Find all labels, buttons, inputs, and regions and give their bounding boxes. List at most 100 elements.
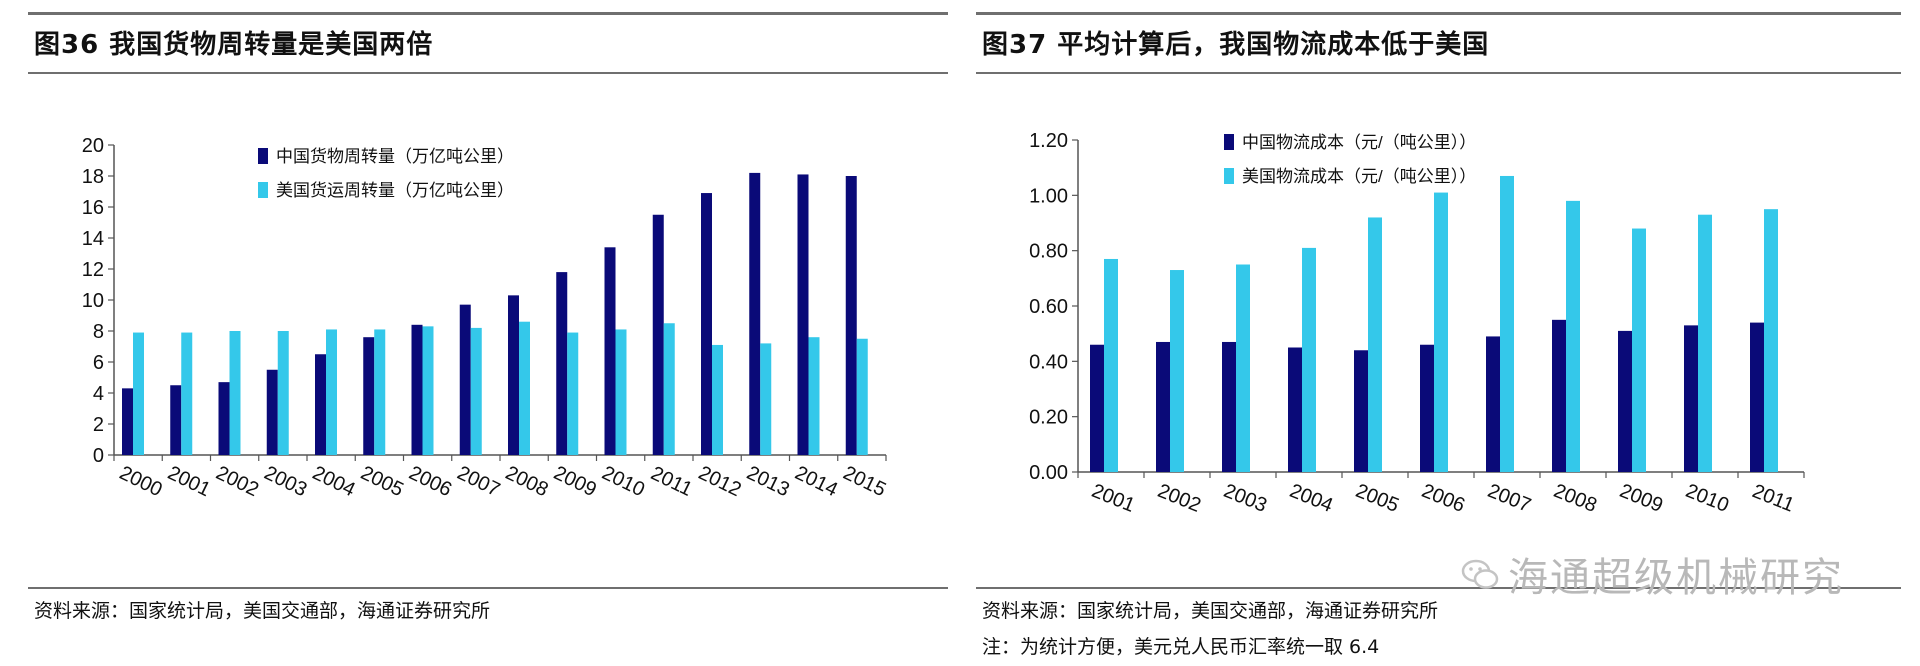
bar-china <box>459 304 471 455</box>
bar-usa <box>1500 175 1514 472</box>
y-tick-label: 12 <box>82 259 104 281</box>
legend-swatch-usa <box>258 182 268 198</box>
x-tick-label: 2014 <box>791 462 841 501</box>
y-tick-label: 14 <box>82 228 104 250</box>
y-tick-label: 18 <box>82 166 104 188</box>
bar-china <box>797 174 809 455</box>
legend-swatch-usa <box>1224 168 1234 184</box>
wechat-icon <box>1461 559 1499 589</box>
chart-title: 图37 平均计算后，我国物流成本低于美国 <box>982 30 1490 60</box>
bar-china <box>411 324 423 455</box>
bar-usa <box>1434 192 1448 473</box>
x-tick-label: 2001 <box>164 462 214 501</box>
x-tick-label: 2000 <box>116 462 166 501</box>
bar-usa <box>326 329 337 455</box>
bar-usa <box>1236 264 1250 472</box>
y-tick-label: 6 <box>93 352 104 374</box>
x-tick-label: 2008 <box>1550 480 1600 517</box>
bar-usa <box>1632 228 1646 472</box>
bar-china <box>122 388 133 455</box>
chart-title: 图36 我国货物周转量是美国两倍 <box>34 30 434 60</box>
y-tick-label: 0.00 <box>1029 462 1068 484</box>
title-rule <box>28 72 948 74</box>
y-tick-label: 0.80 <box>1029 241 1068 263</box>
bar-usa <box>1764 209 1778 472</box>
bar-china <box>1420 344 1434 472</box>
bar-usa <box>181 332 193 455</box>
source-note: 资料来源：国家统计局，美国交通部，海通证券研究所 <box>982 600 1439 622</box>
legend-label: 美国货运周转量（万亿吨公里） <box>276 181 514 200</box>
x-tick-label: 2013 <box>743 462 793 501</box>
bar-usa <box>1302 247 1316 472</box>
bar-usa <box>808 337 820 455</box>
x-tick-label: 2006 <box>405 462 455 501</box>
bar-china <box>1552 319 1566 472</box>
x-tick-label: 2007 <box>454 462 504 501</box>
x-tick-label: 2001 <box>1088 480 1138 517</box>
bar-china <box>1288 347 1302 472</box>
y-tick-label: 2 <box>93 414 104 436</box>
bar-usa <box>133 332 144 455</box>
y-tick-label: 0.60 <box>1029 296 1068 318</box>
legend-label: 中国货物周转量（万亿吨公里） <box>276 147 514 166</box>
bottom-rule <box>976 587 1901 589</box>
legend-swatch-china <box>1224 134 1234 150</box>
legend-label: 中国物流成本（元/（吨公里）） <box>1242 133 1476 152</box>
x-tick-label: 2005 <box>1352 480 1402 517</box>
bar-usa <box>1104 258 1118 472</box>
bar-china <box>1750 322 1764 472</box>
x-tick-label: 2004 <box>1286 480 1336 517</box>
y-tick-label: 1.00 <box>1029 185 1068 207</box>
bar-china <box>315 354 326 455</box>
title-rule <box>976 72 1901 74</box>
bar-usa <box>422 326 434 455</box>
bar-usa <box>567 332 579 455</box>
bar-usa <box>1566 200 1580 472</box>
freight-turnover-chart: 0246810121416182020002001200220032004200… <box>82 135 890 501</box>
right-panel: 图37 平均计算后，我国物流成本低于美国 0.00 0.20 0.40 0.60 0.8… <box>976 0 1901 666</box>
x-tick-label: 2005 <box>357 462 407 501</box>
bar-china <box>1090 344 1104 472</box>
x-tick-label: 2008 <box>502 462 552 501</box>
bar-usa <box>760 343 772 455</box>
bar-china <box>652 214 664 455</box>
y-tick-label: 0.20 <box>1029 407 1068 429</box>
x-tick-label: 2009 <box>550 462 600 501</box>
x-tick-label: 2012 <box>695 462 745 501</box>
x-tick-label: 2004 <box>309 462 359 501</box>
bar-usa <box>615 329 627 455</box>
x-tick-label: 2003 <box>261 462 311 501</box>
logistics-cost-chart: 0.00 0.20 0.40 0.60 0.80 1.00 1.20 2001 2002 2003… <box>1029 130 1805 517</box>
bar-china <box>1684 325 1698 472</box>
bar-china <box>749 172 761 455</box>
source-note: 资料来源：国家统计局，美国交通部，海通证券研究所 <box>34 600 491 622</box>
legend-label: 美国物流成本（元/（吨公里）） <box>1242 167 1476 186</box>
bar-china <box>1156 341 1170 472</box>
top-rule <box>976 12 1901 15</box>
y-tick-label: 0.40 <box>1029 351 1068 373</box>
bar-usa <box>1170 270 1184 472</box>
bar-china <box>1354 350 1368 472</box>
bar-usa <box>519 321 530 455</box>
bar-usa <box>1698 214 1712 472</box>
x-tick-label: 2007 <box>1484 480 1534 517</box>
x-tick-label: 2002 <box>1154 480 1204 517</box>
left-panel: 图36 我国货物周转量是美国两倍 0 2 4 6 8 10 12 14 16 18 20 2000 20… <box>28 0 948 666</box>
bar-china <box>266 369 278 455</box>
bar-china <box>1618 330 1632 472</box>
x-tick-label: 2009 <box>1616 480 1666 517</box>
y-tick-label: 8 <box>93 321 104 343</box>
bottom-rule <box>28 587 948 589</box>
exchange-rate-note: 注：为统计方便，美元兑人民币汇率统一取 6.4 <box>982 636 1380 658</box>
y-tick-label: 16 <box>82 197 104 219</box>
x-tick-label: 2011 <box>1749 480 1797 517</box>
y-tick-label: 10 <box>82 290 104 312</box>
bar-usa <box>712 344 723 455</box>
bar-usa <box>374 329 386 455</box>
bar-china <box>218 382 230 455</box>
x-tick-label: 2010 <box>1682 480 1732 517</box>
top-rule <box>28 12 948 15</box>
bar-china <box>556 272 568 455</box>
bar-china <box>1222 341 1236 472</box>
bar-usa <box>229 331 241 455</box>
